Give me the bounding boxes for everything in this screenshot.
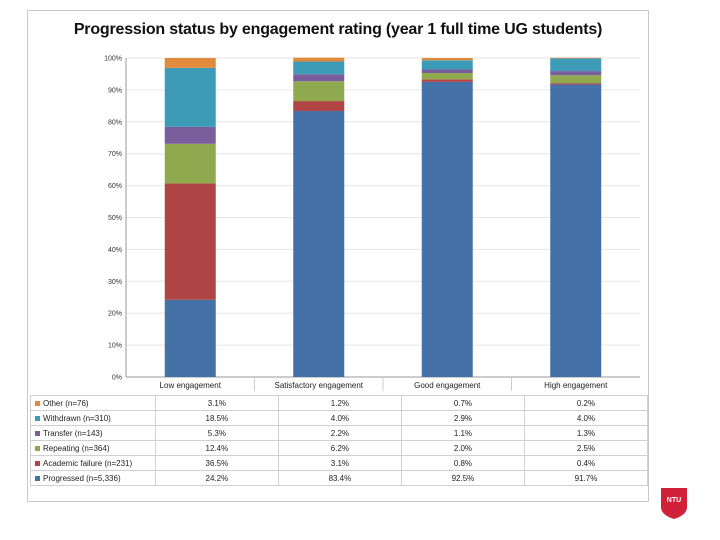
bar-segment <box>164 126 216 144</box>
data-table-value: 91.7% <box>523 470 649 486</box>
data-table-value: 1.2% <box>277 395 402 411</box>
data-table-row: Other (n=76) 3.1% 1.2% 0.7% 0.2% <box>30 395 649 411</box>
x-category-label: Satisfactory engagement <box>275 381 364 390</box>
legend-label: Progressed (n=5,336) <box>43 473 121 483</box>
y-tick-label: 60% <box>108 183 122 190</box>
legend-cell: Repeating (n=364) <box>30 440 156 456</box>
x-category-label: Good engagement <box>414 381 481 390</box>
bar-segment <box>421 81 473 378</box>
bar-segment <box>421 79 473 82</box>
data-table-value: 4.0% <box>277 410 402 426</box>
bar-segment <box>164 67 216 127</box>
bar-segment <box>164 143 216 184</box>
y-tick-label: 40% <box>108 247 122 254</box>
bar-segment <box>293 61 345 75</box>
bar-segment <box>164 183 216 300</box>
x-category-label: High engagement <box>544 381 608 390</box>
data-table-value: 4.0% <box>523 410 649 426</box>
bar-segment <box>293 101 345 111</box>
legend-swatch <box>35 445 40 451</box>
bar-segment <box>421 60 473 70</box>
data-table-row: Withdrawn (n=310) 18.5% 4.0% 2.9% 4.0% <box>30 410 649 426</box>
data-table-value: 0.4% <box>523 455 649 471</box>
legend-label: Withdrawn (n=310) <box>43 413 111 423</box>
legend-cell: Withdrawn (n=310) <box>30 410 156 426</box>
legend-cell: Progressed (n=5,336) <box>30 470 156 486</box>
bar-segment <box>293 110 345 377</box>
data-table-value: 1.1% <box>400 425 525 441</box>
data-table-value: 0.8% <box>400 455 525 471</box>
legend-label: Transfer (n=143) <box>43 428 103 438</box>
data-table-row: Repeating (n=364) 12.4% 6.2% 2.0% 2.5% <box>30 440 649 456</box>
y-tick-label: 50% <box>108 215 122 222</box>
legend-cell: Academic failure (n=231) <box>30 455 156 471</box>
bar-segment <box>550 75 602 84</box>
data-table-value: 2.2% <box>277 425 402 441</box>
data-table-value: 3.1% <box>277 455 402 471</box>
data-table-value: 36.5% <box>154 455 279 471</box>
bar-segment <box>293 74 345 82</box>
data-table-value: 1.3% <box>523 425 649 441</box>
bar-segment <box>421 69 473 73</box>
y-tick-label: 100% <box>104 56 122 63</box>
x-category-label: Low engagement <box>160 381 222 390</box>
ntu-logo-text: NTU <box>667 497 681 504</box>
data-table-value: 0.2% <box>523 395 649 411</box>
legend-swatch <box>35 415 40 421</box>
ntu-shield-shape <box>661 488 687 519</box>
data-table-row: Progressed (n=5,336) 24.2% 83.4% 92.5% 91.7% <box>30 470 649 486</box>
bar-segment <box>164 58 216 68</box>
y-tick-label: 70% <box>108 151 122 158</box>
data-table-value: 2.9% <box>400 410 525 426</box>
legend-cell: Other (n=76) <box>30 395 156 411</box>
bar-segment <box>421 72 473 80</box>
data-table-value: 2.5% <box>523 440 649 456</box>
legend-label: Repeating (n=364) <box>43 443 110 453</box>
data-table-value: 24.2% <box>154 470 279 486</box>
ntu-logo: NTU <box>661 488 687 519</box>
bar-segment <box>550 57 602 59</box>
bar-segment <box>550 83 602 85</box>
bar-segment <box>421 58 473 61</box>
data-table-value: 92.5% <box>400 470 525 486</box>
y-tick-label: 0% <box>112 375 122 382</box>
data-table: Other (n=76) 3.1% 1.2% 0.7% 0.2% Withdrawn (n… <box>30 395 649 486</box>
data-table-value: 5.3% <box>154 425 279 441</box>
legend-swatch <box>35 475 40 481</box>
bar-segment <box>164 299 216 377</box>
legend-label: Other (n=76) <box>43 398 89 408</box>
bar-segment <box>293 57 345 62</box>
legend-swatch <box>35 400 40 406</box>
y-tick-label: 20% <box>108 311 122 318</box>
data-table-value: 18.5% <box>154 410 279 426</box>
bar-segment <box>550 84 602 378</box>
data-table-value: 3.1% <box>154 395 279 411</box>
stacked-bar-plot: 0% 10% 20% 30% 40% 50% 60% 70% 80% 90% 100% Low eng… <box>104 56 640 391</box>
legend-label: Academic failure (n=231) <box>43 458 133 468</box>
data-table-value: 2.0% <box>400 440 525 456</box>
bar-segment <box>550 58 602 72</box>
legend-cell: Transfer (n=143) <box>30 425 156 441</box>
chart-frame: Progression status by engagement rating … <box>27 10 649 502</box>
data-table-value: 83.4% <box>277 470 402 486</box>
legend-swatch <box>35 430 40 436</box>
data-table-row: Transfer (n=143) 5.3% 2.2% 1.1% 1.3% <box>30 425 649 441</box>
y-tick-label: 80% <box>108 119 122 126</box>
data-table-row: Academic failure (n=231) 36.5% 3.1% 0.8% 0.4… <box>30 455 649 471</box>
y-tick-label: 90% <box>108 87 122 94</box>
legend-swatch <box>35 460 40 466</box>
data-table-value: 12.4% <box>154 440 279 456</box>
bar-segment <box>293 81 345 102</box>
y-tick-label: 10% <box>108 343 122 350</box>
y-tick-label: 30% <box>108 279 122 286</box>
chart-title: Progression status by engagement rating … <box>73 21 603 38</box>
data-table-value: 0.7% <box>400 395 525 411</box>
bar-segment <box>550 71 602 76</box>
data-table-value: 6.2% <box>277 440 402 456</box>
